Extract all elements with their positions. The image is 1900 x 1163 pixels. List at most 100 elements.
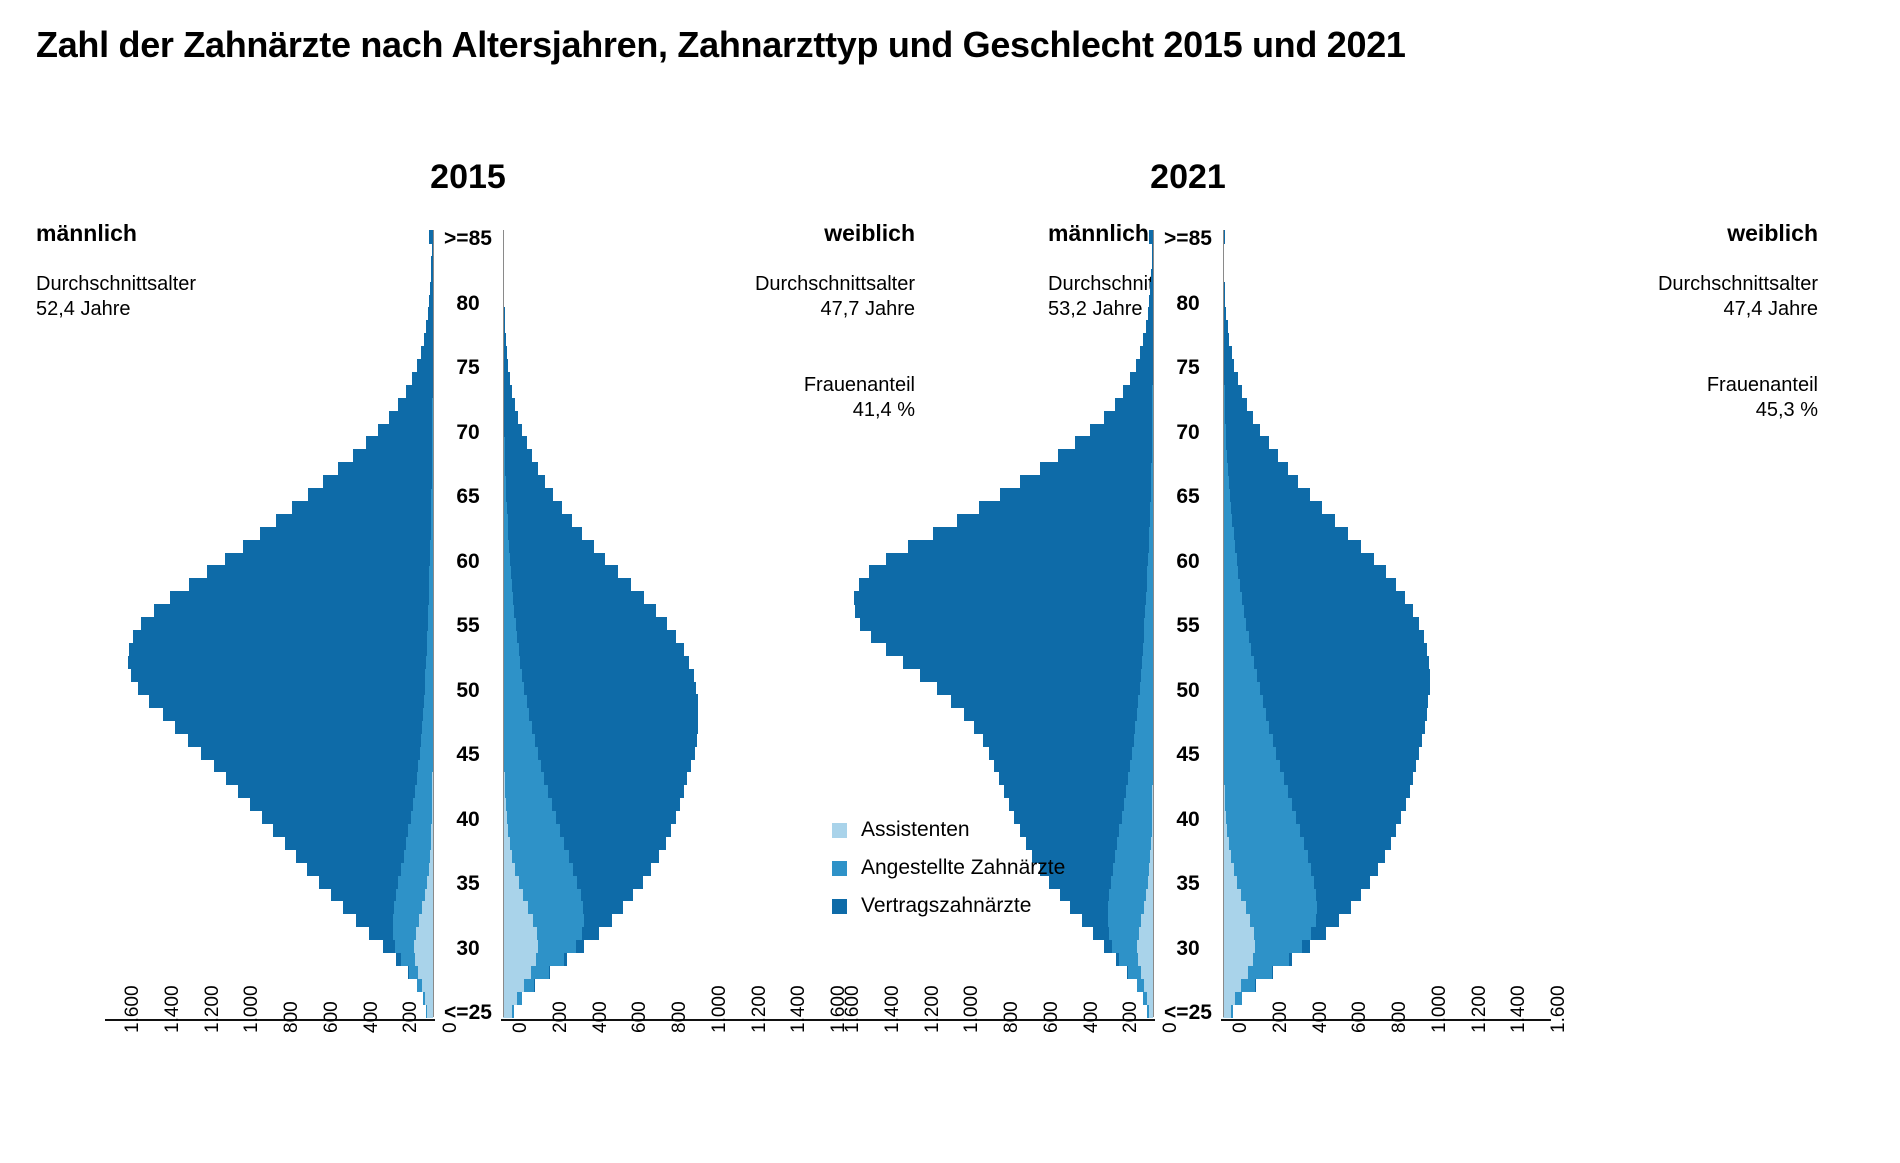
x-tick-label: 1.600	[122, 985, 143, 1033]
age-tick-label: >=85	[1164, 227, 1212, 250]
bar-segment-assistenten	[1146, 887, 1153, 902]
pyramid-bar-row	[835, 333, 1153, 347]
x-tick-label: 1.400	[161, 985, 183, 1033]
pyramid-bar-row	[115, 307, 433, 321]
bar-segment-angestellte	[396, 887, 426, 902]
pyramid-bar-row	[1223, 694, 1541, 708]
bar-segment-vertrag	[1127, 965, 1129, 979]
pyramid-bar-row	[503, 733, 821, 747]
bar-segment-vertrag	[855, 604, 1146, 618]
bar-segment-vertrag	[1104, 939, 1113, 953]
pyramid-bar-row	[1223, 1004, 1541, 1018]
bar-segment-vertrag	[1152, 242, 1153, 257]
bar-segment-assistenten	[1223, 862, 1234, 876]
bar-segment-angestellte	[1142, 642, 1153, 657]
bar-segment-angestellte	[422, 991, 426, 1005]
bar-segment-vertrag	[1145, 320, 1153, 334]
bar-segment-angestellte	[1223, 423, 1226, 437]
bar-segment-vertrag	[518, 642, 684, 657]
bar-segment-assistenten	[1223, 810, 1227, 824]
pyramid-bar-row	[1223, 810, 1541, 824]
pyramid-bar-row	[835, 784, 1153, 799]
female-heading: weiblich	[824, 220, 915, 246]
pyramid-bar-row	[115, 694, 433, 708]
pyramid-bar-row	[1223, 939, 1541, 953]
pyramid-bar-row	[1223, 346, 1541, 360]
x-tick-label: 1.600	[842, 985, 863, 1033]
bar-segment-assistenten	[1223, 913, 1251, 928]
bar-segment-angestellte	[1108, 926, 1139, 941]
x-tick-label: 1.200	[201, 985, 223, 1033]
bar-segment-assistenten	[1138, 952, 1153, 966]
pyramid-bar-row	[835, 875, 1153, 889]
pyramid-bar-row	[1223, 617, 1541, 631]
pyramid-bar-row	[503, 887, 821, 902]
bar-segment-assistenten	[432, 771, 433, 786]
bar-segment-angestellte	[523, 978, 534, 992]
pyramid-bar-row	[1223, 578, 1541, 592]
pyramid-bar-row	[503, 810, 821, 824]
bar-segment-angestellte	[1114, 849, 1151, 863]
bar-segment-vertrag	[1253, 655, 1430, 670]
pyramid-bar-row	[1223, 320, 1541, 334]
pyramid-bar-row	[1223, 462, 1541, 476]
x-tick-label: 400	[1309, 1001, 1331, 1033]
bar-segment-angestellte	[426, 1004, 428, 1018]
age-tick-label: >=85	[444, 227, 492, 250]
pyramid-bar-row	[835, 629, 1153, 644]
bar-segment-vertrag	[526, 694, 698, 708]
bar-segment-angestellte	[504, 758, 541, 773]
pyramid-bar-row	[503, 307, 821, 321]
bar-segment-assistenten	[503, 810, 507, 824]
pyramid-bar-row	[1223, 862, 1541, 876]
bar-segment-assistenten	[418, 965, 433, 979]
bar-segment-angestellte	[1108, 900, 1144, 915]
age-tick-label: 35	[456, 872, 480, 895]
pyramid-bar-row	[115, 359, 433, 373]
bar-segment-vertrag	[503, 397, 515, 412]
bar-segment-vertrag	[1223, 294, 1226, 308]
bar-segment-vertrag	[932, 526, 1150, 541]
bar-segment-vertrag	[974, 720, 1136, 734]
bar-segment-vertrag	[225, 552, 430, 566]
bar-segment-vertrag	[524, 681, 697, 695]
bar-segment-vertrag	[128, 642, 427, 657]
bar-segment-vertrag	[388, 410, 433, 425]
bar-segment-vertrag	[318, 875, 399, 889]
bar-segment-angestellte	[1247, 965, 1272, 979]
bar-segment-vertrag	[1049, 875, 1111, 889]
pyramid-bar-row	[503, 694, 821, 708]
bar-segment-angestellte	[516, 991, 522, 1005]
bar-segment-vertrag	[1147, 307, 1153, 321]
pyramid-bar-row	[1223, 836, 1541, 850]
bar-segment-vertrag	[127, 655, 427, 670]
pyramid-bar-row	[1223, 629, 1541, 644]
bar-segment-angestellte	[530, 965, 549, 979]
legend-item[interactable]: Vertragszahnärzte	[832, 894, 1065, 918]
x-tick-label: 1.400	[1508, 985, 1530, 1033]
pyramid-bar-row	[1223, 642, 1541, 657]
legend-item[interactable]: Assistenten	[832, 818, 1065, 842]
bar-segment-angestellte	[1223, 629, 1249, 644]
pyramid-bar-row	[1223, 255, 1541, 270]
pyramid-bar-row	[115, 462, 433, 476]
pyramid-bar-row	[1223, 758, 1541, 773]
bar-segment-angestellte	[537, 939, 576, 953]
x-tick-label: 600	[320, 1001, 342, 1033]
bar-segment-vertrag	[505, 475, 546, 489]
bar-segment-angestellte	[1151, 475, 1153, 489]
pyramid-bar-row	[503, 939, 821, 953]
x-tick-label: 400	[360, 1001, 382, 1033]
age-tick-label: 55	[1176, 614, 1200, 637]
bar-segment-angestellte	[1147, 565, 1153, 579]
pyramid-bar-row	[115, 642, 433, 657]
legend-item[interactable]: Angestellte Zahnärzte	[832, 856, 1065, 880]
pyramid-bar-row	[115, 952, 433, 966]
bar-segment-vertrag	[1259, 681, 1430, 695]
bar-segment-angestellte	[1223, 500, 1231, 515]
bar-segment-assistenten	[503, 887, 523, 902]
bar-segment-angestellte	[1150, 488, 1153, 502]
bar-segment-angestellte	[1252, 952, 1289, 966]
bar-segment-vertrag	[920, 668, 1141, 683]
bar-segment-vertrag	[1227, 462, 1288, 476]
